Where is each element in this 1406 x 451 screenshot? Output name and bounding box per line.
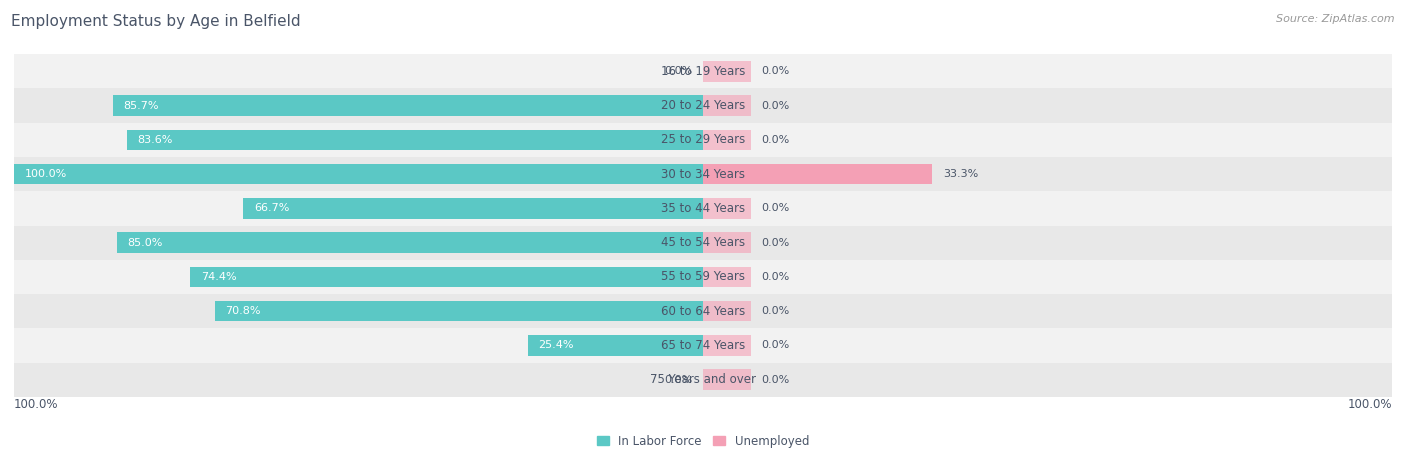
Bar [14, 88, 1392, 123]
Text: 55 to 59 Years: 55 to 59 Years [661, 271, 745, 283]
Bar [703, 232, 751, 253]
Text: 70.8%: 70.8% [225, 306, 262, 316]
Text: 25 to 29 Years: 25 to 29 Years [661, 133, 745, 146]
Text: 16 to 19 Years: 16 to 19 Years [661, 65, 745, 78]
Bar [703, 369, 751, 390]
Text: 100.0%: 100.0% [1347, 398, 1392, 410]
Bar [14, 328, 1392, 363]
Text: 35 to 44 Years: 35 to 44 Years [661, 202, 745, 215]
Bar [243, 198, 703, 219]
Text: 65 to 74 Years: 65 to 74 Years [661, 339, 745, 352]
Text: 0.0%: 0.0% [762, 238, 790, 248]
Text: 74.4%: 74.4% [201, 272, 236, 282]
Bar [127, 129, 703, 150]
Bar [14, 226, 1392, 260]
Text: 85.7%: 85.7% [122, 101, 159, 110]
Bar [190, 267, 703, 287]
Text: 25.4%: 25.4% [538, 341, 574, 350]
Bar [703, 164, 932, 184]
Text: 0.0%: 0.0% [762, 341, 790, 350]
Text: 100.0%: 100.0% [14, 398, 59, 410]
Text: 0.0%: 0.0% [762, 66, 790, 76]
Bar [703, 95, 751, 116]
Text: Source: ZipAtlas.com: Source: ZipAtlas.com [1277, 14, 1395, 23]
Text: 0.0%: 0.0% [762, 101, 790, 110]
Text: 0.0%: 0.0% [762, 375, 790, 385]
Bar [14, 191, 1392, 226]
Legend: In Labor Force, Unemployed: In Labor Force, Unemployed [592, 430, 814, 451]
Text: 75 Years and over: 75 Years and over [650, 373, 756, 386]
Bar [14, 54, 1392, 88]
Text: 0.0%: 0.0% [665, 66, 693, 76]
Bar [703, 335, 751, 356]
Bar [14, 294, 1392, 328]
Bar [112, 95, 703, 116]
Bar [14, 363, 1392, 397]
Text: 45 to 54 Years: 45 to 54 Years [661, 236, 745, 249]
Bar [703, 198, 751, 219]
Bar [14, 123, 1392, 157]
Bar [703, 129, 751, 150]
Text: 30 to 34 Years: 30 to 34 Years [661, 168, 745, 180]
Text: 60 to 64 Years: 60 to 64 Years [661, 305, 745, 318]
Bar [215, 301, 703, 322]
Text: 33.3%: 33.3% [943, 169, 979, 179]
Text: 0.0%: 0.0% [665, 375, 693, 385]
Bar [703, 267, 751, 287]
Text: 0.0%: 0.0% [762, 135, 790, 145]
Bar [117, 232, 703, 253]
Text: 0.0%: 0.0% [762, 272, 790, 282]
Bar [14, 164, 703, 184]
Text: 66.7%: 66.7% [254, 203, 290, 213]
Text: 85.0%: 85.0% [128, 238, 163, 248]
Text: 0.0%: 0.0% [762, 203, 790, 213]
Text: 0.0%: 0.0% [762, 306, 790, 316]
Text: Employment Status by Age in Belfield: Employment Status by Age in Belfield [11, 14, 301, 28]
Text: 100.0%: 100.0% [24, 169, 66, 179]
Bar [14, 157, 1392, 191]
Text: 20 to 24 Years: 20 to 24 Years [661, 99, 745, 112]
Bar [703, 301, 751, 322]
Bar [703, 61, 751, 82]
Bar [529, 335, 703, 356]
Text: 83.6%: 83.6% [138, 135, 173, 145]
Bar [14, 260, 1392, 294]
